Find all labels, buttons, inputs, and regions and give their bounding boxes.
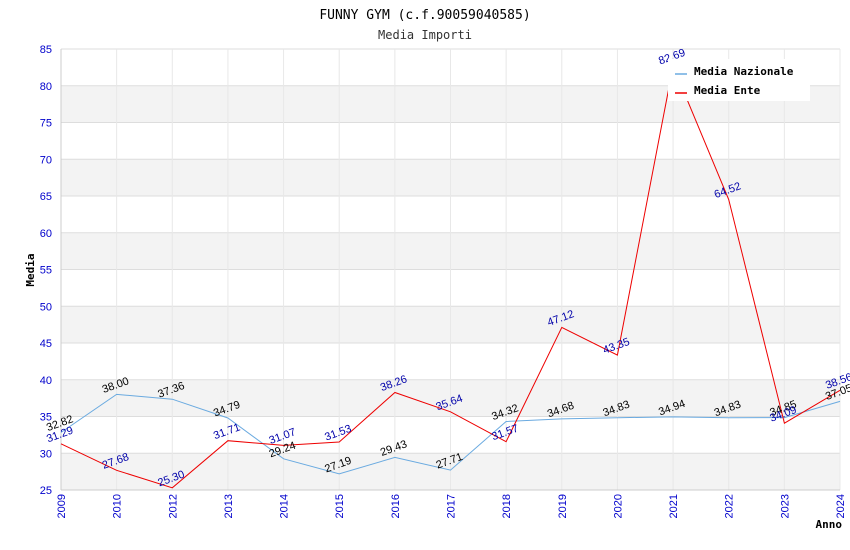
x-tick-label: 2021 [668, 494, 680, 518]
series-lines [60, 64, 841, 489]
y-tick-label: 40 [40, 375, 52, 387]
y-tick-label: 50 [40, 301, 52, 313]
legend-label-media-nazionale: Media Nazionale [694, 65, 794, 78]
x-tick-label: 2015 [334, 494, 346, 518]
chart-subtitle: Media Importi [378, 28, 472, 42]
y-tick-label: 35 [40, 412, 52, 424]
y-tick-label: 85 [40, 44, 52, 56]
x-tick-label: 2018 [501, 494, 513, 518]
y-tick-label: 30 [40, 448, 52, 460]
x-tick-label: 2012 [167, 494, 179, 518]
x-tick-label: 2017 [446, 494, 458, 518]
y-tick-label: 55 [40, 265, 52, 277]
y-tick-label: 75 [40, 118, 52, 130]
y-tick-label: 80 [40, 81, 52, 93]
series-line-media-nazionale [60, 393, 841, 475]
x-tick-label: 2020 [612, 494, 624, 518]
y-axis-ticks: 25 30 35 40 45 50 55 60 65 70 75 80 85 [40, 44, 52, 497]
x-axis-ticks: 2009 2010 2012 2013 2014 2015 2016 2017 2018 2019… [56, 494, 847, 518]
x-tick-label: 2022 [724, 494, 736, 518]
x-tick-label: 2023 [779, 494, 791, 518]
x-tick-label: 2024 [835, 494, 847, 518]
y-tick-label: 25 [40, 485, 52, 497]
x-axis-label: Anno [816, 518, 843, 531]
gridlines [60, 48, 841, 491]
series-line-media-ente [60, 64, 841, 489]
x-tick-label: 2016 [390, 494, 402, 518]
legend-label-media-ente: Media Ente [694, 84, 761, 97]
x-tick-label: 2013 [223, 494, 235, 518]
x-tick-label: 2014 [279, 494, 291, 518]
y-tick-label: 65 [40, 191, 52, 203]
x-tick-label: 2009 [56, 494, 68, 518]
y-tick-label: 60 [40, 228, 52, 240]
legend: Media Nazionale Media Ente [668, 59, 810, 101]
y-axis-label: Media [24, 253, 37, 286]
legend-box [668, 59, 810, 101]
y-tick-label: 70 [40, 154, 52, 166]
x-tick-label: 2010 [112, 494, 124, 518]
chart-title: FUNNY GYM (c.f.90059040585) [319, 8, 530, 23]
x-tick-label: 2019 [557, 494, 569, 518]
y-tick-label: 45 [40, 338, 52, 350]
